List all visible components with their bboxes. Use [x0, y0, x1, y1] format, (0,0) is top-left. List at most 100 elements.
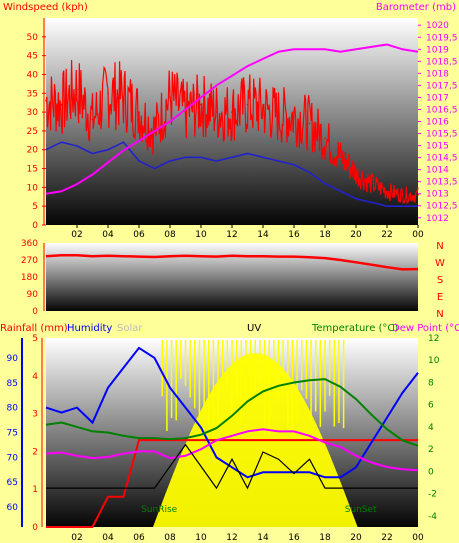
compass-label: S	[437, 275, 443, 286]
humidity-tick-label: 65	[7, 478, 18, 488]
temperature-line	[45, 378, 419, 447]
wind-gust-point	[324, 137, 326, 140]
wind-gust-point	[339, 156, 342, 159]
wind-average-line	[45, 141, 418, 207]
wind-gust-point	[215, 111, 218, 113]
panel3-header: Solar	[117, 323, 143, 334]
direction-tick-label: 360	[21, 239, 38, 249]
rain-tick-label: 3	[32, 410, 38, 420]
rain-tick-label: 4	[32, 372, 38, 382]
wind-gust-point	[231, 111, 233, 113]
panel3-header: Temperature (°C)	[311, 323, 398, 334]
panel3-x-tick-label: 16	[288, 533, 300, 543]
panel3-x-tick-label: 02	[71, 533, 82, 543]
temp-tick-label: -4	[428, 512, 437, 522]
wind-gust-point	[169, 96, 171, 98]
panel3-x-tick-label: 10	[195, 533, 207, 543]
wind-tick-label: 20	[27, 146, 39, 156]
wind-gust-point	[122, 96, 125, 98]
sunset-label: SunSet	[345, 505, 377, 515]
temp-tick-label: 10	[428, 356, 440, 366]
panel3-x-tick-label: 20	[350, 533, 362, 543]
baro-tick-label: 1012	[426, 214, 449, 224]
panel3-x-tick-label: 06	[133, 533, 145, 543]
rain-tick-label: 2	[32, 447, 38, 457]
temp-tick-label: 8	[428, 378, 434, 388]
panel3-x-tick-label: 12	[226, 533, 237, 543]
direction-line	[45, 254, 419, 271]
wind-x-tick-label: 10	[195, 230, 207, 240]
barometer-axis-title: Barometer (mb)	[376, 2, 456, 13]
temp-tick-label: 6	[428, 401, 434, 411]
rain-tick-label: 5	[32, 334, 38, 344]
uv-line	[46, 443, 418, 490]
baro-tick-label: 1013	[426, 190, 449, 200]
panel3-x-tick-label: 18	[319, 533, 331, 543]
humidity-tick-label: 90	[7, 354, 19, 364]
humidity-tick-label: 85	[7, 379, 18, 389]
panel3-header: Humidity	[67, 323, 112, 334]
temp-tick-label: -2	[428, 490, 437, 500]
baro-tick-label: 1017,5	[426, 81, 458, 91]
wind-tick-label: 30	[27, 108, 39, 118]
direction-tick-label: 180	[21, 273, 38, 283]
humidity-line	[45, 346, 419, 479]
panel3-x-tick-label: 14	[257, 533, 269, 543]
wind-tick-label: 10	[27, 183, 39, 193]
wind-gust-point	[355, 171, 357, 174]
wind-gust-noise	[45, 59, 419, 204]
humidity-tick-label: 60	[7, 503, 19, 513]
wind-gust-point	[277, 115, 280, 117]
wind-gust-point	[401, 194, 404, 196]
wind-x-tick-label: 04	[102, 230, 114, 240]
wind-x-tick-label: 02	[71, 230, 82, 240]
panel3-header: Dew Point (°C	[392, 323, 459, 334]
compass-label: N	[436, 309, 443, 320]
wind-x-tick-label: 12	[226, 230, 237, 240]
direction-tick-label: 270	[21, 256, 38, 266]
wind-gust-point	[91, 118, 94, 121]
wind-tick-label: 5	[32, 202, 38, 212]
wind-x-tick-label: 18	[319, 230, 331, 240]
wind-gust-point	[184, 111, 187, 113]
compass-label: W	[435, 258, 445, 269]
wind-x-tick-label: 06	[133, 230, 145, 240]
barometer-line	[45, 43, 419, 195]
wind-gust-point	[200, 103, 202, 106]
baro-tick-label: 1019	[426, 45, 449, 55]
wind-gust-point	[308, 122, 311, 125]
windspeed-axis-title: Windspeed (kph)	[3, 2, 88, 13]
baro-tick-label: 1020	[426, 21, 449, 31]
direction-tick-label: 90	[27, 290, 39, 300]
rainfall-line	[46, 439, 418, 528]
wind-x-tick-label: 20	[350, 230, 362, 240]
wind-gust-point	[262, 107, 264, 110]
baro-tick-label: 1012,5	[426, 202, 458, 212]
wind-gust-point	[138, 111, 140, 113]
baro-tick-label: 1016	[426, 118, 449, 128]
humidity-tick-label: 80	[7, 404, 19, 414]
panel3-header: Rainfall (mm)	[0, 323, 68, 334]
wind-gust-point	[417, 194, 419, 196]
baro-tick-label: 1018	[426, 69, 449, 79]
panel3-x-tick-label: 00	[412, 533, 424, 543]
compass-label: E	[437, 292, 443, 303]
baro-tick-label: 1015,5	[426, 130, 458, 140]
direction-plot-area	[46, 243, 418, 311]
humidity-tick-label: 75	[7, 429, 18, 439]
wind-x-tick-label: 00	[412, 230, 424, 240]
wind-gust-point	[386, 190, 388, 192]
wind-x-tick-label: 22	[381, 230, 392, 240]
panel3-x-tick-label: 08	[164, 533, 176, 543]
baro-tick-label: 1015	[426, 142, 449, 152]
wind-tick-label: 40	[27, 70, 39, 80]
baro-tick-label: 1019,5	[426, 33, 458, 43]
temp-tick-label: 2	[428, 445, 434, 455]
wind-x-tick-label: 14	[257, 230, 269, 240]
direction-tick-label: 0	[32, 307, 38, 317]
wind-tick-label: 25	[27, 127, 38, 137]
panel3-x-tick-label: 22	[381, 533, 392, 543]
baro-tick-label: 1016,5	[426, 105, 458, 115]
